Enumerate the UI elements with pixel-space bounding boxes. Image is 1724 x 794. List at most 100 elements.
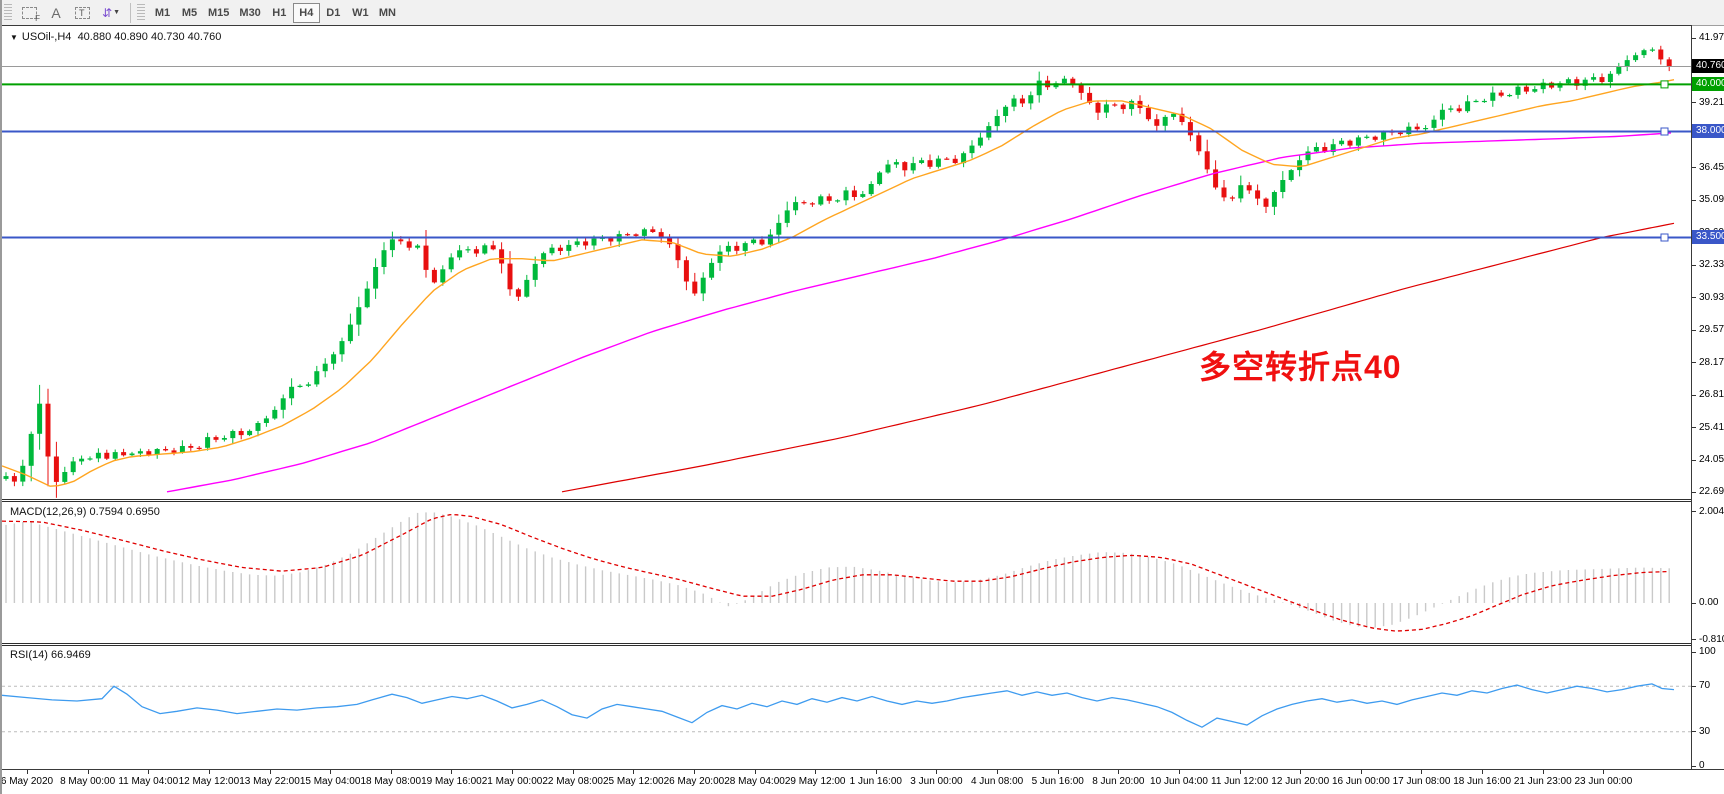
price-tick-label-tick bbox=[1692, 329, 1696, 331]
macd-label: MACD(12,26,9) 0.7594 0.6950 bbox=[10, 506, 160, 518]
date-label: 23 Jun 00:00 bbox=[1574, 776, 1633, 787]
candlestick-series[interactable] bbox=[3, 45, 1672, 498]
hline-40.000[interactable] bbox=[2, 80, 1692, 89]
date-tick bbox=[754, 770, 756, 774]
hline-handle[interactable] bbox=[1660, 233, 1669, 242]
rsi-axis-label: 30 bbox=[1699, 725, 1711, 737]
hline-38.000[interactable] bbox=[2, 127, 1692, 136]
date-label: 18 May 08:00 bbox=[360, 776, 422, 787]
tf-button-h1[interactable]: H1 bbox=[272, 6, 287, 19]
text-box-button[interactable]: T bbox=[69, 2, 96, 24]
tf-button-mn[interactable]: MN bbox=[378, 6, 396, 19]
price-tick-label-tick bbox=[1692, 167, 1696, 169]
symbol-ohlc-readout[interactable]: ▼ USOil-,H4 40.880 40.890 40.730 40.760 bbox=[10, 31, 221, 43]
date-tick bbox=[87, 770, 89, 774]
date-tick bbox=[512, 770, 514, 774]
price-tick-label: 39.210 bbox=[1699, 96, 1724, 108]
tf-button-m30[interactable]: M30 bbox=[239, 6, 261, 19]
tf-button-m15[interactable]: M15 bbox=[208, 6, 230, 19]
date-tick bbox=[1421, 770, 1423, 774]
macd-axis-label: 2.0046 bbox=[1699, 505, 1724, 517]
price-tick-label-tick bbox=[1692, 491, 1696, 493]
rsi-line bbox=[2, 683, 1675, 728]
toolbar-separator bbox=[130, 2, 131, 23]
date-label: 12 May 12:00 bbox=[178, 776, 240, 787]
price-tick-label: 25.410 bbox=[1699, 421, 1724, 433]
date-label: 12 Jun 20:00 bbox=[1271, 776, 1330, 787]
price-tick-label: 29.570 bbox=[1699, 324, 1724, 336]
date-tick bbox=[1239, 770, 1241, 774]
date-tick bbox=[330, 770, 332, 774]
rsi-label: RSI(14) 66.9469 bbox=[10, 649, 91, 661]
date-tick bbox=[815, 770, 817, 774]
hline-handle[interactable] bbox=[1660, 127, 1669, 136]
macd-axis-label-tick bbox=[1692, 602, 1696, 604]
date-label: 3 Jun 00:00 bbox=[910, 776, 963, 787]
tf-button-w1[interactable]: W1 bbox=[352, 6, 369, 19]
toolbar-grip[interactable] bbox=[4, 3, 12, 22]
date-tick bbox=[269, 770, 271, 774]
date-tick bbox=[633, 770, 635, 774]
price-tick-label-tick bbox=[1692, 394, 1696, 396]
tf-button-m5[interactable]: M5 bbox=[181, 6, 198, 19]
date-label: 11 Jun 12:00 bbox=[1211, 776, 1269, 787]
price-tick-label-tick bbox=[1692, 459, 1696, 461]
date-label: 28 May 04:00 bbox=[724, 776, 785, 787]
date-label: 29 May 12:00 bbox=[784, 776, 846, 787]
panel-divider[interactable] bbox=[2, 499, 1692, 502]
date-label: 26 May 20:00 bbox=[663, 776, 725, 787]
rsi-indicator-canvas[interactable] bbox=[2, 646, 1692, 770]
date-tick bbox=[572, 770, 574, 774]
date-axis[interactable]: 6 May 2020 8 May 00:00 11 May 04:00 12 May … bbox=[2, 770, 1724, 794]
date-tick bbox=[148, 770, 150, 774]
hline-handle[interactable] bbox=[1660, 80, 1669, 89]
letter-a-icon: A bbox=[51, 4, 61, 21]
hline-33.500[interactable] bbox=[2, 233, 1692, 242]
date-tick bbox=[1300, 770, 1302, 774]
rsi-axis-label-tick bbox=[1692, 765, 1696, 767]
date-label: 13 May 22:00 bbox=[239, 776, 300, 787]
timeframe-grip[interactable] bbox=[137, 3, 145, 22]
date-label: 8 May 00:00 bbox=[60, 776, 116, 787]
date-tick bbox=[208, 770, 210, 774]
price-axis[interactable]: 41.97040.57039.21037.81036.45035.09033.6… bbox=[1692, 26, 1724, 771]
chart-text-annotation[interactable]: 多空转折点40 bbox=[1199, 349, 1402, 385]
date-tick bbox=[390, 770, 392, 774]
date-label: 4 Jun 08:00 bbox=[970, 776, 1024, 787]
tf-button-d1[interactable]: D1 bbox=[326, 6, 341, 19]
date-tick bbox=[1360, 770, 1362, 774]
hline-price-box: 40.000 bbox=[1692, 77, 1724, 92]
text-label-button[interactable]: A bbox=[43, 2, 69, 24]
tf-button-m1[interactable]: M1 bbox=[154, 6, 171, 19]
date-tick bbox=[875, 770, 877, 774]
price-tick-label: 26.810 bbox=[1699, 389, 1724, 401]
date-label: 6 May 2020 bbox=[0, 776, 54, 787]
date-tick bbox=[1178, 770, 1180, 774]
date-label: 19 May 16:00 bbox=[421, 776, 482, 787]
date-label: 16 Jun 00:00 bbox=[1331, 776, 1390, 787]
date-label: 22 May 08:00 bbox=[542, 776, 603, 787]
indicator-frame-button[interactable]: F bbox=[16, 2, 43, 24]
price-tick-label: 30.930 bbox=[1699, 291, 1724, 303]
date-tick bbox=[1603, 770, 1605, 774]
date-tick bbox=[27, 770, 28, 774]
arrows-icon: ⇵ bbox=[102, 5, 112, 20]
date-tick bbox=[693, 770, 695, 774]
ma-fast-orange-line bbox=[2, 79, 1675, 487]
objects-arrows-button[interactable]: ⇵ ▼ bbox=[96, 2, 126, 24]
price-chart-canvas[interactable] bbox=[2, 26, 1692, 499]
date-label: 10 Jun 04:00 bbox=[1150, 776, 1208, 787]
price-tick-label: 24.050 bbox=[1699, 454, 1724, 466]
ma-slow-red-line bbox=[561, 222, 1675, 493]
tf-button-h4[interactable]: H4 bbox=[292, 2, 320, 23]
panel-divider[interactable] bbox=[2, 643, 1692, 646]
macd-axis-label: -0.8108 bbox=[1699, 633, 1724, 645]
price-tick-label-tick bbox=[1692, 427, 1696, 429]
macd-indicator-canvas[interactable] bbox=[2, 502, 1692, 644]
price-tick-label: 22.690 bbox=[1699, 486, 1724, 498]
rsi-axis-label: 100 bbox=[1699, 646, 1716, 657]
rsi-axis-label: 70 bbox=[1699, 680, 1711, 692]
dotted-t-icon: T bbox=[75, 6, 90, 19]
date-label: 25 May 12:00 bbox=[602, 776, 664, 787]
